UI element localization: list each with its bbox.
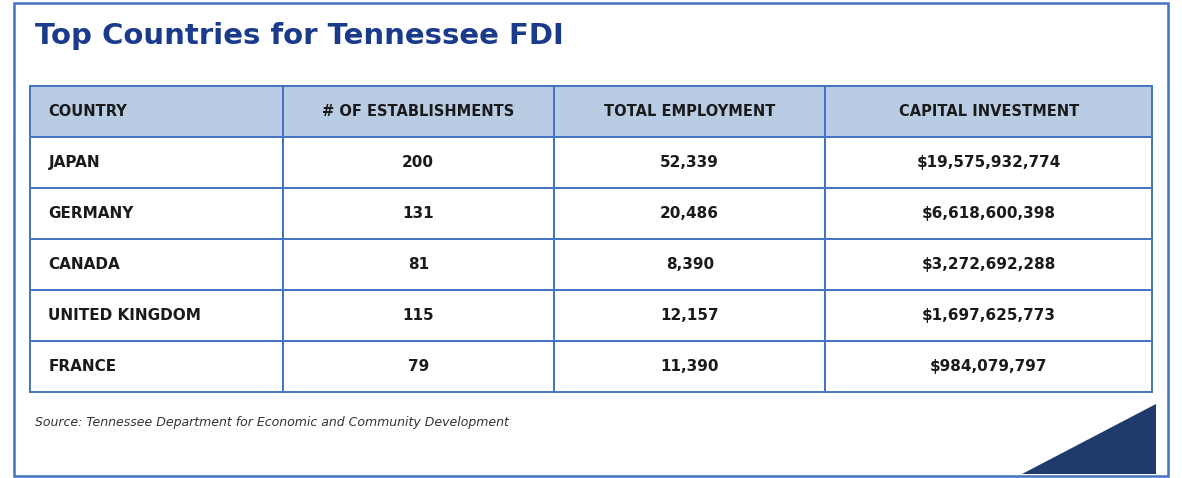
Bar <box>825 188 1152 239</box>
Text: 131: 131 <box>402 206 434 221</box>
Bar <box>554 290 825 341</box>
Text: 52,339: 52,339 <box>661 155 719 170</box>
Text: $1,697,625,773: $1,697,625,773 <box>922 308 1056 323</box>
Text: 81: 81 <box>408 257 429 272</box>
Bar <box>554 137 825 188</box>
Text: Top Countries for Tennessee FDI: Top Countries for Tennessee FDI <box>35 22 564 50</box>
Text: UNITED KINGDOM: UNITED KINGDOM <box>48 308 201 323</box>
Bar <box>825 86 1152 137</box>
Text: 8,390: 8,390 <box>665 257 714 272</box>
Text: # OF ESTABLISHMENTS: # OF ESTABLISHMENTS <box>323 104 514 119</box>
Bar <box>282 239 554 290</box>
Text: $984,079,797: $984,079,797 <box>930 359 1047 374</box>
Text: $19,575,932,774: $19,575,932,774 <box>917 155 1061 170</box>
Bar <box>30 137 282 188</box>
Text: 12,157: 12,157 <box>661 308 719 323</box>
Bar <box>554 341 825 392</box>
Bar <box>30 86 282 137</box>
Text: COUNTRY: COUNTRY <box>48 104 128 119</box>
Text: 11,390: 11,390 <box>661 359 719 374</box>
Bar <box>282 137 554 188</box>
Bar <box>554 239 825 290</box>
Text: CANADA: CANADA <box>48 257 121 272</box>
Polygon shape <box>1022 404 1156 474</box>
Bar <box>282 290 554 341</box>
Text: CAPITAL INVESTMENT: CAPITAL INVESTMENT <box>898 104 1079 119</box>
Bar <box>282 86 554 137</box>
Bar <box>825 239 1152 290</box>
Bar <box>282 341 554 392</box>
Text: 115: 115 <box>402 308 434 323</box>
Text: FRANCE: FRANCE <box>48 359 117 374</box>
Text: TOTAL EMPLOYMENT: TOTAL EMPLOYMENT <box>604 104 775 119</box>
Bar <box>30 188 282 239</box>
Bar <box>282 188 554 239</box>
Text: Source: Tennessee Department for Economic and Community Development: Source: Tennessee Department for Economi… <box>35 416 509 429</box>
Bar <box>554 86 825 137</box>
Text: $6,618,600,398: $6,618,600,398 <box>922 206 1056 221</box>
Bar <box>30 341 282 392</box>
Bar <box>554 188 825 239</box>
Bar <box>825 290 1152 341</box>
Text: JAPAN: JAPAN <box>48 155 100 170</box>
Text: $3,272,692,288: $3,272,692,288 <box>922 257 1057 272</box>
Bar <box>825 341 1152 392</box>
Text: 20,486: 20,486 <box>661 206 719 221</box>
Bar <box>825 137 1152 188</box>
Text: 200: 200 <box>402 155 434 170</box>
Bar <box>30 239 282 290</box>
Text: 79: 79 <box>408 359 429 374</box>
Bar <box>30 290 282 341</box>
Text: GERMANY: GERMANY <box>48 206 134 221</box>
